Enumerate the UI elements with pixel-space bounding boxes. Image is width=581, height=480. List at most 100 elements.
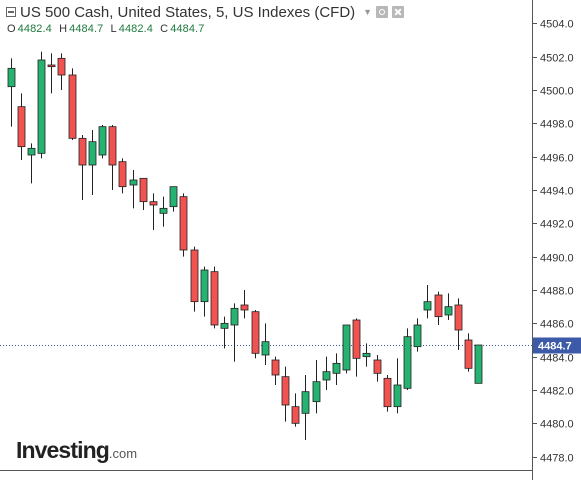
candle[interactable] (129, 170, 138, 209)
candle[interactable] (413, 318, 422, 352)
y-tick-label: 4488.0 (540, 286, 574, 298)
candle-body-down (352, 319, 361, 359)
logo-text: Investing (16, 437, 110, 463)
candle[interactable] (98, 125, 107, 159)
candle[interactable] (322, 356, 331, 390)
low-value: 4482.4 (118, 23, 153, 35)
candle-body-up (332, 362, 341, 374)
candle[interactable] (220, 316, 229, 349)
candle-body-up (312, 381, 321, 403)
candle[interactable] (78, 135, 87, 200)
close-value: 4484.7 (170, 23, 205, 35)
settings-icon[interactable] (376, 6, 389, 18)
candle-body-down (271, 359, 280, 376)
candle[interactable] (7, 58, 16, 127)
y-tick-label: 4492.0 (540, 219, 574, 231)
high-value: 4484.7 (69, 23, 104, 35)
candle-body-up (261, 341, 270, 356)
candle-body-down (118, 161, 127, 188)
candle-body-up (159, 207, 168, 214)
y-tick-label: 4494.0 (540, 186, 574, 198)
candle-body-down (373, 359, 382, 374)
candle[interactable] (423, 285, 432, 319)
candle[interactable] (190, 246, 199, 312)
y-tick-label: 4486.0 (540, 319, 574, 331)
candle[interactable] (312, 360, 321, 414)
candle[interactable] (444, 293, 453, 320)
current-price-label-box (533, 337, 581, 354)
candle[interactable] (464, 333, 473, 372)
candle[interactable] (169, 186, 178, 212)
candle-body-down (149, 201, 158, 206)
candle-body-down (251, 311, 260, 354)
candle[interactable] (37, 51, 46, 159)
candle[interactable] (271, 356, 280, 385)
close-icon[interactable] (392, 6, 405, 18)
candle-body-down (383, 377, 392, 408)
candle[interactable] (434, 291, 443, 325)
candle[interactable] (362, 343, 371, 367)
candle-body-up (27, 147, 36, 156)
candle[interactable] (332, 353, 341, 385)
candle[interactable] (27, 143, 36, 184)
candle[interactable] (159, 196, 168, 227)
y-tick-label: 4500.0 (540, 86, 574, 98)
candle[interactable] (251, 310, 260, 359)
candle[interactable] (88, 130, 97, 195)
candle[interactable] (454, 298, 463, 350)
candle[interactable] (149, 193, 158, 230)
candle-body-up (301, 391, 310, 414)
candle[interactable] (139, 177, 148, 210)
candle[interactable] (118, 158, 127, 194)
candle[interactable] (383, 375, 392, 412)
open-label: O (7, 23, 16, 35)
chevron-down-icon[interactable]: ▼ (363, 7, 373, 17)
candle[interactable] (200, 266, 209, 317)
y-tick-label: 4498.0 (540, 119, 574, 131)
candle[interactable] (301, 375, 310, 440)
candle-body-up (220, 322, 229, 329)
candle-body-down (57, 57, 66, 76)
chart-title: US 500 Cash, United States, 5, US Indexe… (20, 3, 356, 21)
candle[interactable] (57, 53, 66, 90)
candle[interactable] (230, 303, 239, 362)
candle-body-down (210, 271, 219, 326)
candle[interactable] (342, 324, 351, 374)
candle[interactable] (47, 53, 56, 94)
candle[interactable] (474, 344, 483, 384)
candle-body-up (98, 126, 107, 156)
candle[interactable] (393, 358, 402, 414)
candle-body-down (190, 249, 199, 303)
high-label: H (59, 23, 68, 35)
candle-body-up (7, 67, 16, 88)
candle[interactable] (373, 355, 382, 382)
collapse-icon[interactable] (6, 7, 16, 17)
candle[interactable] (291, 393, 300, 427)
candles-layer (7, 51, 483, 440)
candle[interactable] (240, 290, 249, 319)
candle[interactable] (68, 68, 77, 140)
candle-body-up (413, 324, 422, 348)
candle-body-up (444, 306, 453, 316)
candle-body-up (37, 59, 46, 154)
candle-body-down (78, 137, 87, 166)
candle-body-up (403, 336, 412, 389)
y-tick-label: 4482.0 (540, 386, 574, 398)
candle-body-down (47, 64, 56, 68)
candle[interactable] (352, 318, 361, 377)
candle-body-up (169, 186, 178, 208)
candle-body-down (139, 177, 148, 203)
candle[interactable] (17, 93, 26, 160)
candle-body-down (464, 339, 473, 369)
candle[interactable] (108, 125, 117, 190)
ohlc-readout: O 4482.4 H 4484.7 L 4482.4 C 4484.7 (7, 23, 208, 35)
candle[interactable] (403, 328, 412, 390)
candle-body-up (200, 269, 209, 303)
candle[interactable] (261, 323, 270, 365)
candle-body-up (474, 344, 483, 384)
candle[interactable] (210, 266, 219, 329)
candle[interactable] (179, 193, 188, 257)
candle[interactable] (281, 366, 290, 422)
y-tick-label: 4504.0 (540, 19, 574, 31)
